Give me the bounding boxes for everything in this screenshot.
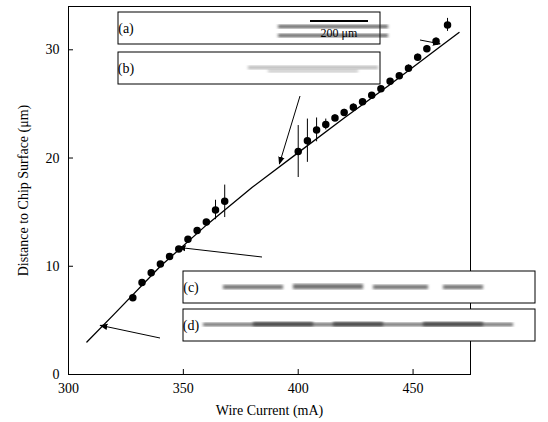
svg-text:350: 350: [173, 381, 194, 396]
svg-text:30: 30: [46, 42, 60, 57]
svg-text:Distance to Chip Surface (μm): Distance to Chip Surface (μm): [16, 104, 32, 276]
svg-text:(c): (c): [183, 280, 199, 296]
svg-text:0: 0: [53, 367, 60, 382]
svg-text:200 μm: 200 μm: [321, 26, 358, 40]
svg-text:300: 300: [58, 381, 79, 396]
svg-text:(b): (b): [118, 61, 135, 77]
svg-text:10: 10: [46, 259, 60, 274]
svg-text:(d): (d): [183, 318, 200, 334]
svg-text:(a): (a): [118, 21, 134, 37]
svg-text:450: 450: [403, 381, 424, 396]
svg-text:400: 400: [288, 381, 309, 396]
svg-text:20: 20: [46, 151, 60, 166]
svg-text:Wire Current (mA): Wire Current (mA): [216, 403, 324, 419]
